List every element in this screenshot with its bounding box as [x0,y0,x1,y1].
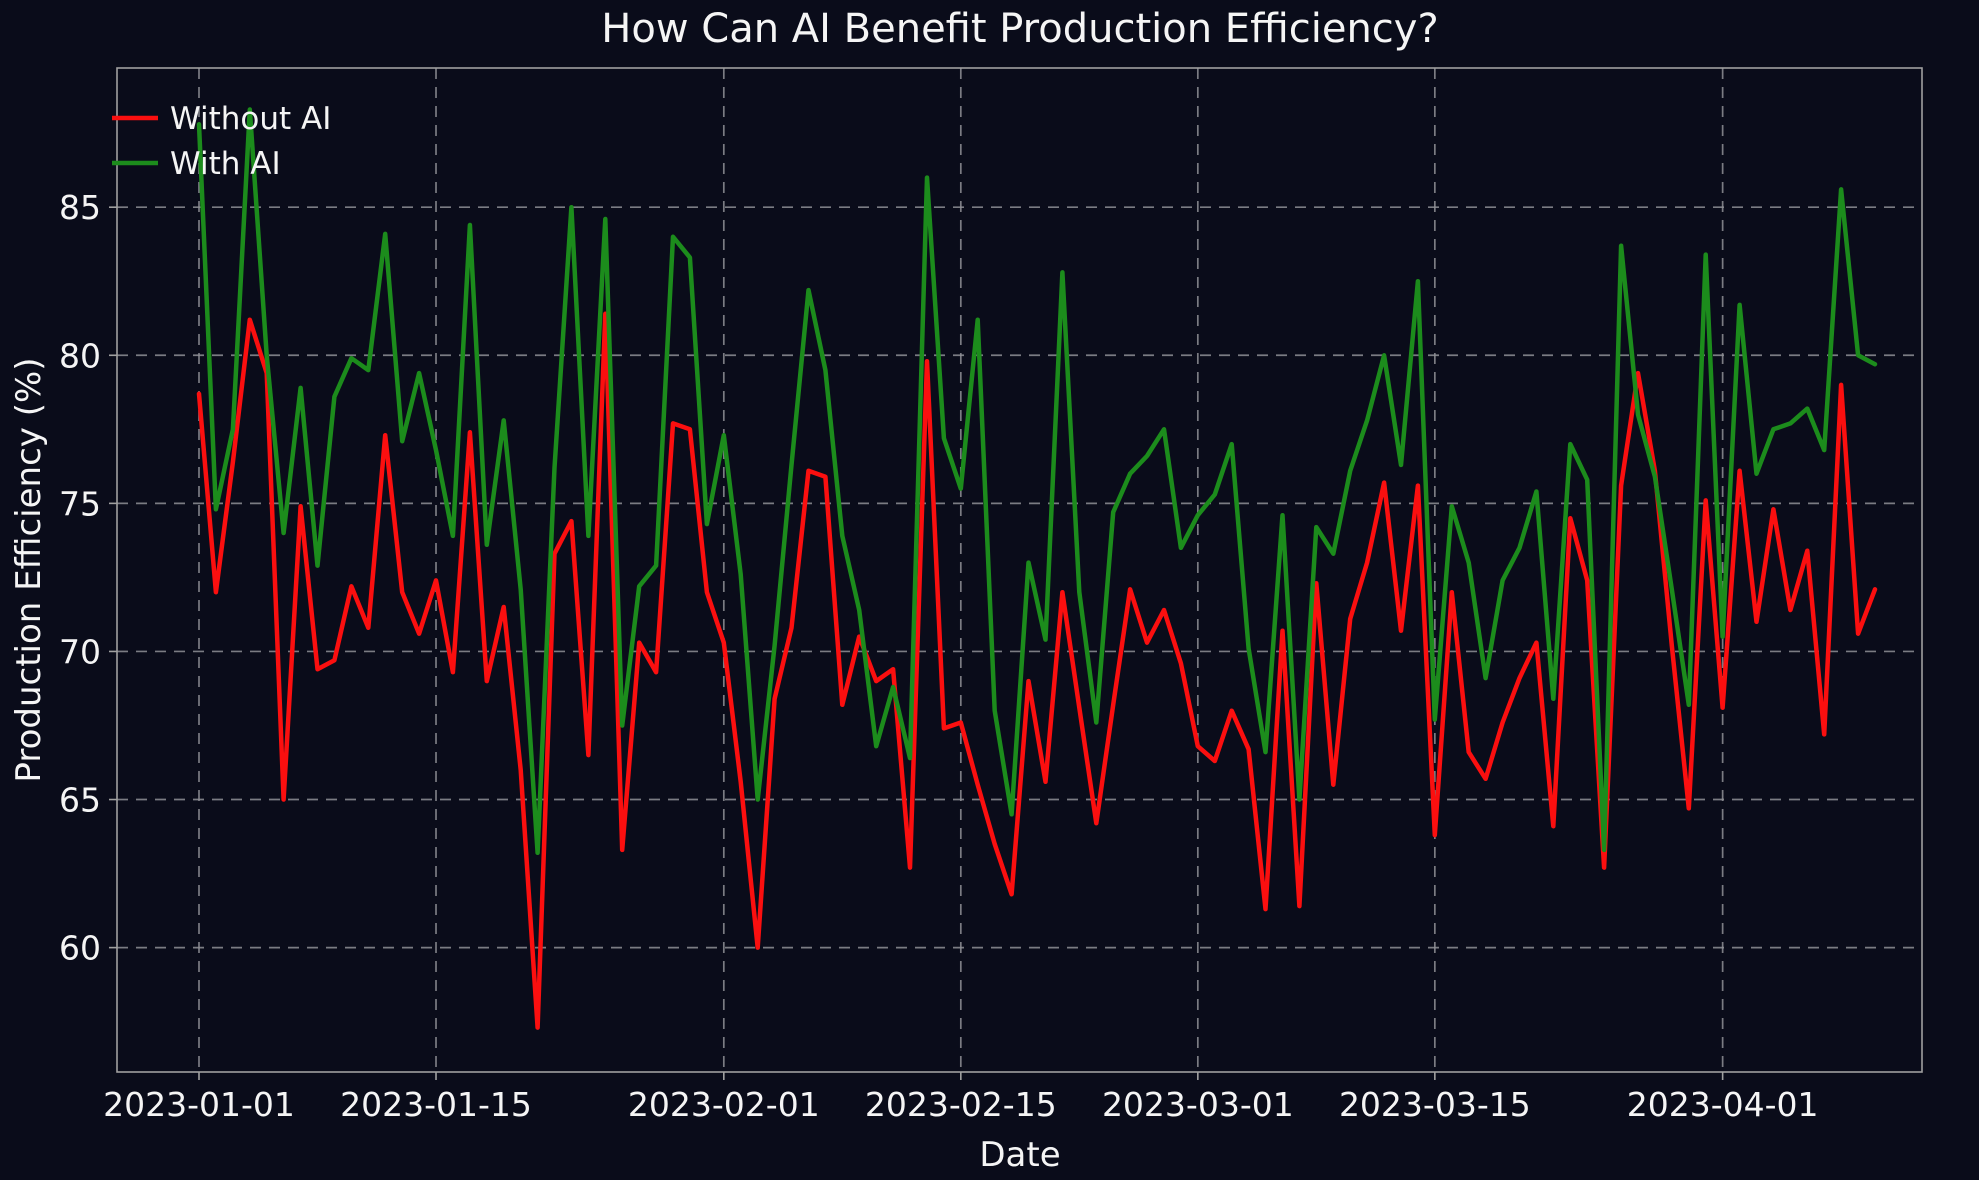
data-series-lines [196,107,1878,1030]
x-tick-label-2023-02-15: 2023-02-15 [865,1085,1057,1124]
x-tick-label-2023-03-01: 2023-03-01 [1102,1085,1294,1124]
legend: Without AI With AI [112,101,331,182]
x-tick-label-2023-02-01: 2023-02-01 [628,1085,820,1124]
x-tick-label-2023-04-01: 2023-04-01 [1627,1085,1819,1124]
x-tick-label-2023-03-15: 2023-03-15 [1339,1085,1531,1124]
x-tick-label-2023-01-15: 2023-01-15 [340,1085,532,1124]
y-tick-label-75: 75 [59,484,101,523]
axes-spines [116,67,1923,1073]
x-axis-label: Date [979,1135,1060,1175]
axis-ticks [109,206,1724,1080]
y-tick-label-85: 85 [59,188,101,227]
series-line-without-ai [196,311,1878,1030]
axis-tick-labels: 2023-01-01 2023-01-15 2023-02-01 2023-02-15… [59,188,1819,1124]
y-tick-label-80: 80 [59,336,101,375]
plot-border [116,67,1923,1073]
y-axis-label: Production Efficiency (%) [9,357,49,782]
x-tick-label-2023-01-01: 2023-01-01 [103,1085,295,1124]
legend-label-with-ai: With AI [170,146,281,182]
y-tick-label-65: 65 [59,781,101,820]
chart-title: How Can AI Benefit Production Efficiency… [601,6,1438,52]
y-tick-label-60: 60 [59,929,101,968]
y-tick-label-70: 70 [59,632,101,671]
legend-label-without-ai: Without AI [170,101,331,137]
series-line-with-ai [196,107,1878,856]
